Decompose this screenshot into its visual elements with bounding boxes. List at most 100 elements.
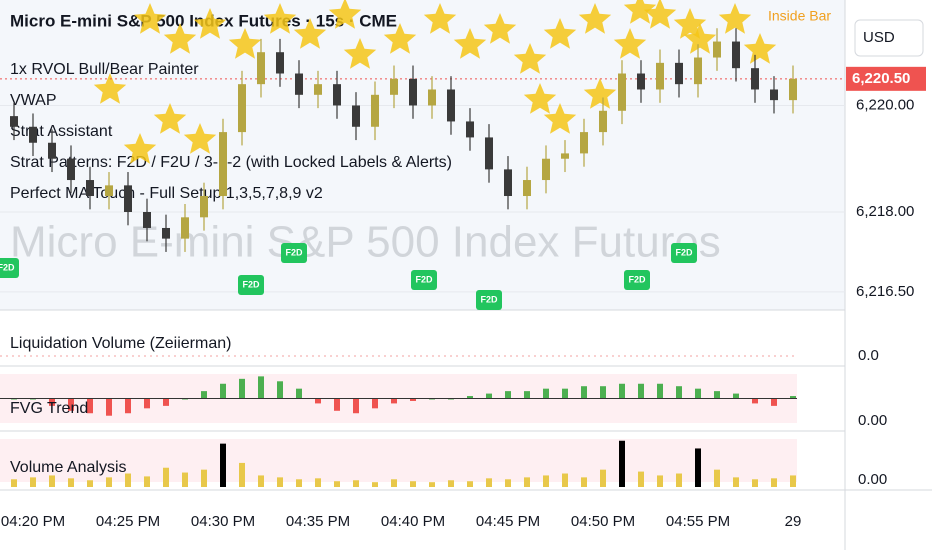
y-tick-label: 6,220.00 [856,96,914,113]
pane-bar [410,398,416,401]
pane-bar [49,398,55,406]
signal-badge [624,270,650,290]
candle-body [352,105,360,127]
pane-bar [733,393,739,399]
signal-label: F2D [415,274,433,284]
candle-body [162,227,170,239]
star-decoration [643,0,677,29]
star-decoration [513,43,547,74]
star-decoration [293,18,327,49]
pane-bar [11,479,17,487]
pane-bar [771,398,777,406]
signal-label: F2D [0,262,15,272]
candle-body [10,116,18,127]
candle-body [257,52,265,85]
candle-body [181,217,189,239]
pane-bar [372,482,378,487]
candle-body [637,73,645,90]
pane-bar [562,473,568,487]
star-decoration [153,103,187,134]
star-decoration [423,3,457,34]
y-tick-label: 6,216.50 [856,283,914,300]
star-decoration [543,103,577,134]
x-tick-label: 04:25 PM [96,513,160,530]
signal-label: F2D [480,294,498,304]
pane-bar [277,477,283,487]
candle-body [29,126,37,143]
pane-bar [505,479,511,487]
signal-badge [411,270,437,290]
x-tick-label: 04:20 PM [1,513,65,530]
candle-body [751,68,759,90]
signal-badge [476,290,502,310]
candle-body [276,52,284,74]
pane-bar [486,478,492,487]
star-decoration [328,0,362,29]
candle-body [561,153,569,159]
x-tick-label: 29 [785,513,802,530]
candle-body [504,169,512,197]
x-tick-label: 04:45 PM [476,513,540,530]
pane-bar [68,398,74,411]
pane-bar [296,479,302,487]
pane-bar [524,477,530,487]
pane-bar [638,471,644,487]
currency[interactable]: USD [863,29,895,46]
pane-bar [163,467,169,487]
pane-bar [581,386,587,399]
pane-bar [258,475,264,487]
candle-body [770,89,778,101]
pane-bar [163,398,169,406]
candle-body [86,180,94,197]
pane-bar [201,391,207,399]
pane-bar [125,473,131,487]
pane-value: 0.00 [858,471,887,488]
star-decoration [683,23,717,54]
pane-bar [467,481,473,487]
pane-bar [410,481,416,487]
pane-bar [695,388,701,399]
pane-bar [296,388,302,399]
pane-title: Liquidation Volume (Zeiierman) [10,335,231,352]
star-decoration [163,23,197,54]
candle-body [656,62,664,90]
indicator-label: 1x RVOL Bull/Bear Painter [10,61,199,78]
pane-bar [144,398,150,409]
indicator-label: Strat Patterns: F2D / F2U / 3-1-2 (with … [10,154,452,171]
pane-bar [49,475,55,487]
candle-body [789,78,797,101]
indicator-label: Perfect MA Touch - Full Setup 1,3,5,7,8,… [10,185,323,202]
pane-bar [695,448,701,487]
pane-bar [201,469,207,487]
last-price-label: 6,220.50 [852,70,910,87]
star-decoration [673,8,707,39]
pane-bar [752,398,758,404]
signal-badge [238,275,264,295]
candle-body [542,158,550,181]
pane-bar [429,482,435,487]
currency-button[interactable] [854,19,924,57]
pane-bar [486,393,492,399]
candle-body [523,180,531,197]
candle-body [466,121,474,138]
pane-bar [714,469,720,487]
pane-bar [315,398,321,404]
candle-body [694,57,702,85]
candle-body [219,132,227,197]
star-decoration [93,73,127,104]
pane-bar [106,477,112,487]
pane-bar [182,472,188,487]
candle-body [485,137,493,170]
candle-body [409,78,417,106]
candle-body [105,185,113,197]
signal-label: F2D [675,247,693,257]
signal-badge [281,243,307,263]
star-decoration [583,78,617,109]
pane-bar [676,473,682,487]
star-decoration [123,133,157,164]
indicator-label: VWAP [10,92,57,109]
pane-bar [790,396,796,399]
pane-bar [125,398,131,414]
